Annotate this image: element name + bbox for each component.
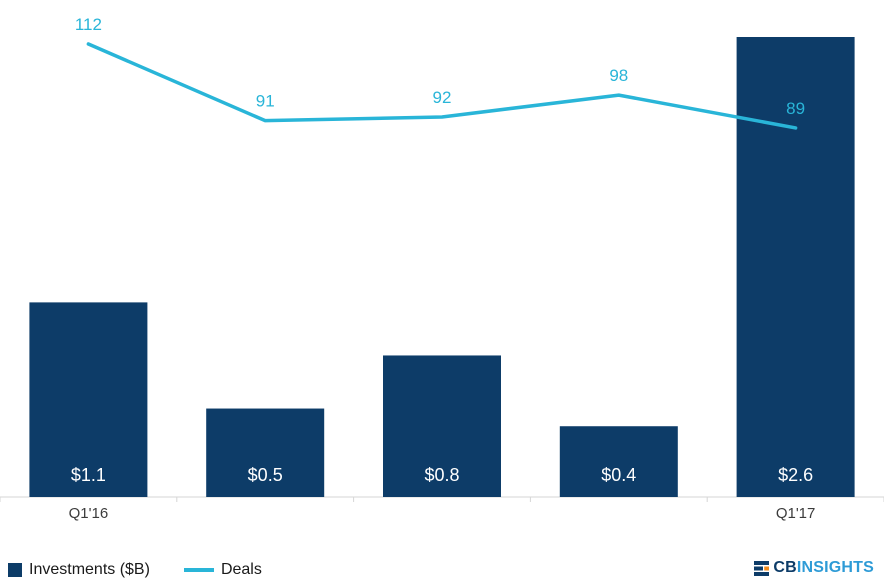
deals-line <box>86 42 798 130</box>
bar-value-label: $1.1 <box>71 465 106 485</box>
deals-value-label: 98 <box>609 66 628 85</box>
legend-investments-label: Investments ($B) <box>29 561 150 578</box>
bar-value-label: $0.8 <box>424 465 459 485</box>
investments-swatch <box>8 563 22 577</box>
bar-value-label: $0.4 <box>601 465 636 485</box>
chart-svg: $1.1 $0.5 $0.8 $0.4 $2.6 Q1'16 Q1'17 112 91 92 98 8… <box>0 15 884 522</box>
investment-bar <box>206 408 325 497</box>
bar-value-label: $0.5 <box>248 465 283 485</box>
cbinsights-logo-text: CBINSIGHTS <box>773 559 874 577</box>
deals-value-label: 91 <box>256 92 275 111</box>
logo-cb-text: CB <box>773 559 797 576</box>
chart-legend: Investments ($B) Deals <box>8 561 262 579</box>
investment-bar <box>736 37 855 497</box>
x-axis-label: Q1'16 <box>69 505 109 522</box>
deals-value-label: 92 <box>433 88 452 107</box>
cbinsights-logo-icon <box>754 560 770 576</box>
bar-value-label: $2.6 <box>778 465 813 485</box>
logo-insights-text: INSIGHTS <box>796 559 874 576</box>
deals-line-swatch <box>183 568 214 572</box>
legend-item-investments: Investments ($B) <box>8 561 150 579</box>
investment-bar <box>29 302 148 497</box>
investment-bar <box>383 355 501 497</box>
legend-item-deals: Deals <box>183 561 262 579</box>
legend-deals-label: Deals <box>220 561 262 578</box>
deals-value-label: 112 <box>75 15 102 34</box>
deals-value-label: 89 <box>786 99 805 118</box>
investment-bar <box>559 426 678 497</box>
x-axis-label: Q1'17 <box>776 505 816 522</box>
cbinsights-logo: CBINSIGHTS <box>754 559 874 577</box>
